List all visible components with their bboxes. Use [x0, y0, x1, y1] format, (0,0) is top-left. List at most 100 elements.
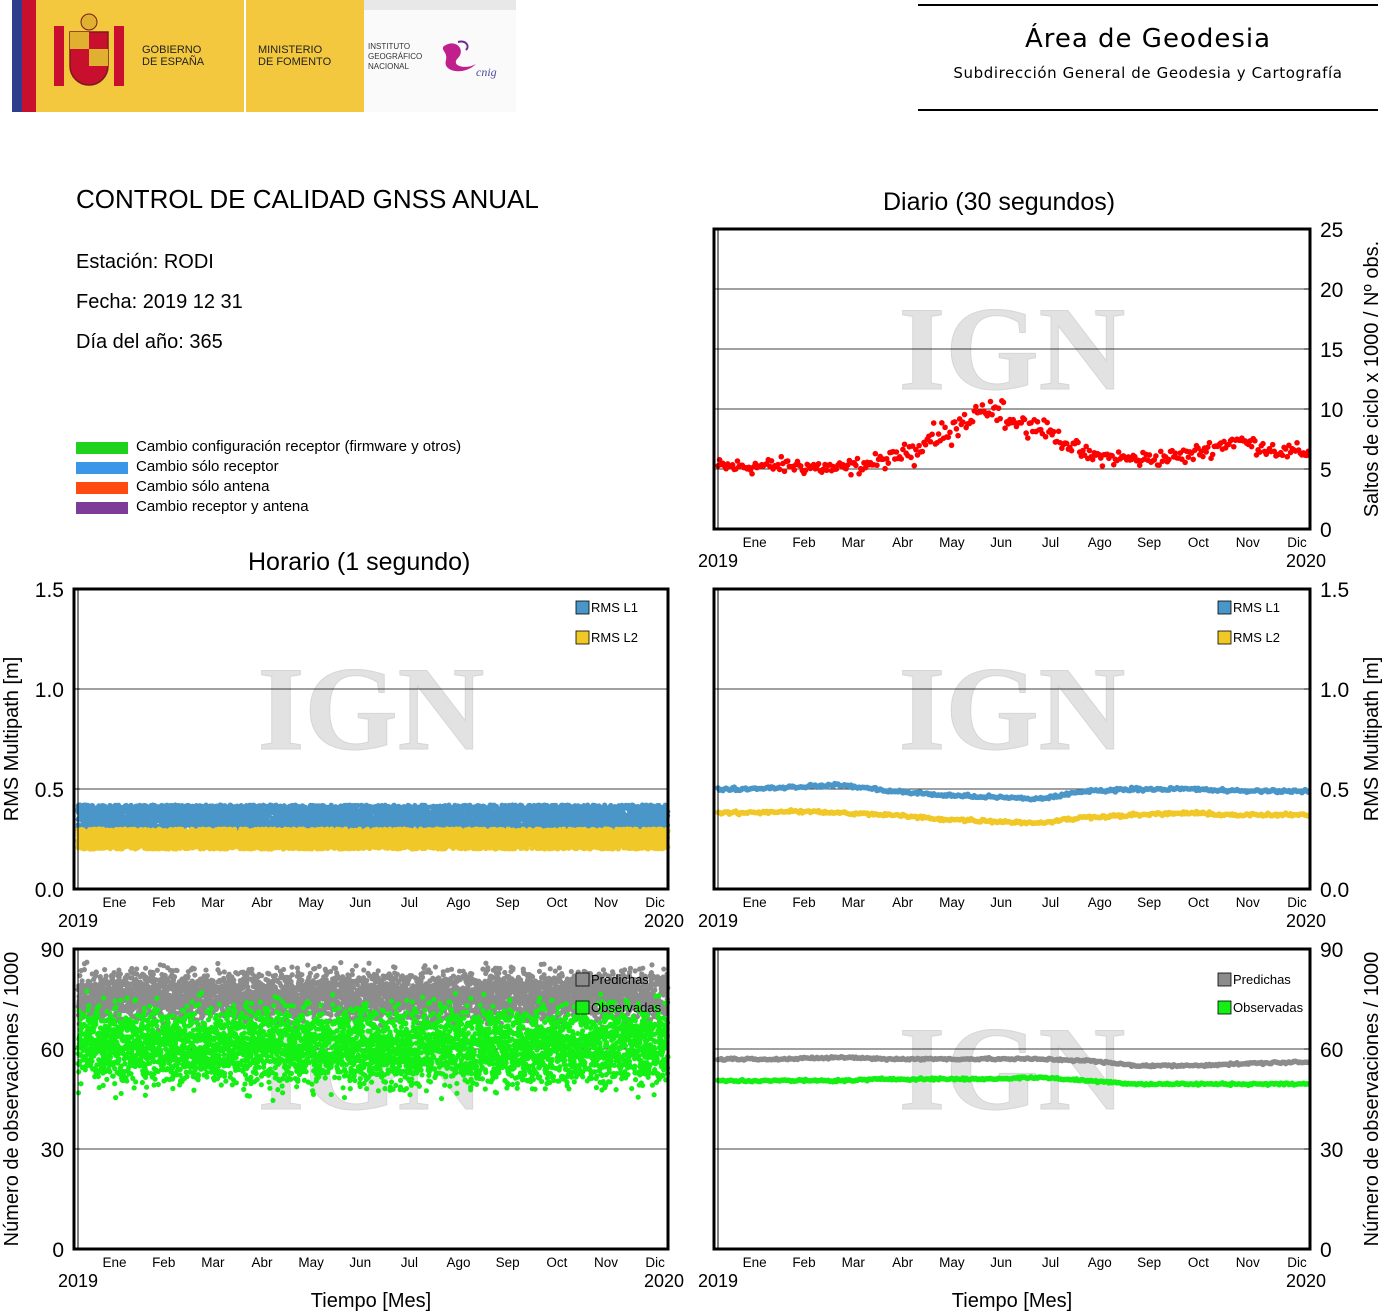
data-point — [908, 454, 914, 461]
y-tick-label: 5 — [1320, 459, 1332, 482]
ign-logo-box — [364, 0, 516, 112]
data-point — [948, 442, 955, 449]
data-point — [1206, 439, 1213, 446]
data-point — [930, 420, 937, 426]
data-point — [1068, 447, 1075, 454]
data-point — [823, 467, 830, 474]
area-subtitle: Subdirección General de Geodesia y Carto… — [953, 64, 1343, 82]
data-point — [1205, 444, 1211, 450]
month-label: Oct — [1188, 535, 1209, 550]
data-point — [749, 470, 755, 477]
month-label: Nov — [1236, 535, 1260, 550]
daily-section-title: Diario (30 segundos) — [883, 188, 1116, 216]
data-point — [939, 420, 945, 426]
data-point — [874, 462, 880, 469]
data-point — [1050, 428, 1057, 435]
data-point — [909, 443, 916, 449]
data-point — [1034, 419, 1041, 425]
data-point — [1260, 440, 1266, 447]
x-start-label: 2019 — [698, 551, 738, 571]
data-point — [947, 429, 953, 436]
month-label: Abr — [892, 535, 914, 550]
data-point — [885, 460, 892, 466]
report-title: CONTROL DE CALIDAD GNSS ANUAL — [76, 184, 539, 214]
data-point — [1157, 448, 1164, 455]
series-rms-l2 — [75, 826, 671, 852]
data-point — [1248, 443, 1255, 450]
month-label: Dic — [1287, 535, 1307, 550]
ign-watermark: IGN — [258, 642, 485, 775]
legend-swatch-firmware — [76, 442, 128, 454]
legend-swatch-receptor — [76, 462, 128, 474]
data-point — [1063, 440, 1070, 447]
area-title: Área de Geodesia — [1024, 24, 1272, 54]
data-point — [927, 438, 934, 445]
data-point — [911, 462, 918, 469]
ministerio-text: MINISTERIO DE FOMENTO — [258, 44, 332, 68]
data-point — [775, 461, 781, 468]
data-point — [1166, 456, 1172, 463]
data-point — [979, 402, 986, 408]
y-axis-label: Saltos de ciclo x 1000 / Nº obs. — [1361, 241, 1383, 517]
data-point — [1110, 461, 1117, 468]
hourly-section-title: Horario (1 segundo) — [248, 548, 471, 576]
legend-label-receptor: Cambio sólo receptor — [136, 458, 279, 475]
data-point — [989, 411, 995, 418]
ministerio-logo-box — [246, 0, 364, 112]
data-point — [883, 455, 890, 462]
data-point — [1044, 419, 1051, 426]
month-label: Feb — [792, 535, 815, 550]
data-point — [1279, 452, 1286, 459]
data-point — [929, 431, 935, 438]
spain-flag-stripe — [22, 0, 36, 112]
month-label: Ene — [743, 535, 767, 550]
area-top-rule — [918, 4, 1378, 6]
data-point — [922, 441, 929, 448]
data-point — [1190, 456, 1197, 463]
month-label: Sep — [1137, 535, 1161, 550]
y-tick-label: 10 — [1320, 399, 1343, 422]
x-end-label: 2020 — [1286, 551, 1326, 571]
month-label: Jul — [1042, 535, 1059, 550]
cnig-logo-icon: cnig — [442, 40, 497, 79]
data-point — [1024, 435, 1031, 441]
data-point — [1284, 453, 1291, 460]
legend-label-antena: Cambio sólo antena — [136, 478, 270, 495]
data-point — [953, 426, 960, 432]
data-point — [935, 431, 942, 437]
gobierno-logo-box — [12, 0, 244, 112]
data-point — [969, 418, 976, 425]
data-point — [1230, 443, 1237, 450]
data-point — [1000, 399, 1007, 406]
data-point — [844, 462, 851, 468]
series-points — [715, 398, 1312, 478]
data-point — [893, 449, 900, 455]
date-label: Fecha: 2019 12 31 — [76, 291, 243, 313]
doy-label: Día del año: 365 — [76, 331, 223, 353]
data-point — [1042, 433, 1049, 440]
y-tick-label: 20 — [1320, 279, 1343, 302]
data-point — [955, 432, 961, 439]
legend-swatch-receptor-antena — [76, 502, 128, 514]
ign-watermark: IGN — [899, 282, 1126, 415]
data-point — [1115, 449, 1122, 455]
data-point — [1294, 439, 1300, 446]
month-label: Mar — [842, 535, 866, 550]
y-tick-label: 25 — [1320, 219, 1343, 242]
data-point — [1023, 430, 1029, 436]
data-point — [1256, 449, 1263, 455]
data-point — [781, 468, 788, 475]
gobierno-text: GOBIERNO DE ESPAÑA — [142, 44, 205, 68]
data-point — [1271, 448, 1278, 455]
data-point — [1203, 449, 1209, 455]
data-point — [987, 398, 994, 405]
coat-of-arms-icon — [54, 13, 124, 86]
data-point — [1109, 452, 1115, 459]
data-point — [734, 458, 741, 464]
station-label: Estación: RODI — [76, 251, 214, 273]
data-point — [898, 456, 905, 462]
data-point — [1156, 462, 1162, 468]
data-point — [913, 446, 919, 453]
data-point — [797, 463, 804, 469]
